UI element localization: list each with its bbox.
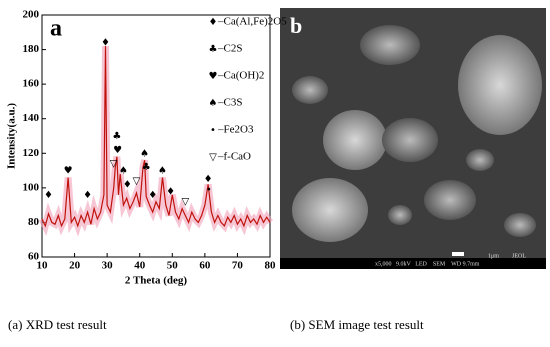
y-tick-label: 80	[28, 216, 40, 228]
y-tick-label: 200	[23, 9, 40, 21]
legend-symbol: •	[210, 125, 216, 136]
peak-marker: ▽	[110, 159, 118, 170]
x-axis-label: 2 Theta (deg)	[125, 275, 187, 287]
sem-image: b x5,000 9.0kV LED SEM WD 9.7mm 1μm JEOL	[280, 8, 546, 269]
peak-marker: ♥	[64, 166, 73, 177]
peak-marker: ▽	[133, 176, 141, 187]
particle	[292, 178, 368, 242]
y-tick-label: 180	[23, 43, 40, 55]
peak-marker: ♦	[101, 38, 110, 49]
peak-marker: ♦	[204, 174, 213, 185]
caption-prefix: (b)	[290, 317, 305, 332]
peak-marker: ▽	[181, 197, 189, 208]
particle	[292, 76, 328, 104]
peak-marker: •	[206, 185, 212, 196]
y-tick-label: 160	[23, 78, 40, 90]
x-tick-label: 70	[232, 260, 244, 272]
scale-label: 1μm	[488, 253, 499, 259]
legend-symbol: ♦	[209, 17, 218, 28]
legend-label: –f-CaO	[217, 151, 251, 163]
scale-bar	[452, 252, 464, 256]
maker-label: JEOL	[512, 253, 526, 259]
legend-label: –Ca(Al,Fe)2O5	[217, 16, 287, 28]
caption-prefix: (a)	[8, 317, 22, 332]
caption-text: SEM image test result	[305, 317, 424, 332]
peak-marker: ♦	[166, 186, 175, 197]
peak-marker: ♠	[119, 166, 128, 177]
caption: (a) XRD test result	[8, 317, 107, 332]
x-tick-label: 30	[102, 260, 114, 272]
particle	[323, 110, 387, 170]
x-tick-label: 80	[265, 260, 277, 272]
x-tick-label: 20	[69, 260, 81, 272]
legend-label: –Ca(OH)2	[217, 70, 264, 82]
legend-symbol: ♣	[209, 44, 218, 55]
legend-label: –C3S	[217, 97, 242, 109]
legend-symbol: ♠	[209, 98, 218, 109]
xrd-chart: 60 80 100 120 140 160 180 200 10 20 30 40 50 60 70 80 2 …	[6, 9, 288, 287]
sem-info: x5,000 9.0kV LED SEM WD 9.7mm	[375, 261, 480, 267]
y-tick-label: 100	[23, 181, 40, 193]
plot-frame	[41, 14, 271, 258]
xrd-line	[41, 46, 271, 228]
peak-marker: ♦	[123, 179, 132, 190]
y-tick-label: 120	[23, 147, 40, 159]
legend-label: –Fe2O3	[217, 124, 254, 136]
peak-marker: ♦	[83, 190, 92, 201]
peak-marker: ♠	[158, 166, 167, 177]
x-tick-label: 50	[167, 260, 179, 272]
y-tick-label: 140	[23, 112, 40, 124]
sem-info-bar	[280, 258, 546, 269]
peak-marker: ♦	[44, 190, 53, 201]
x-tick-label: 40	[134, 260, 146, 272]
particle	[504, 213, 536, 237]
particle	[360, 25, 420, 65]
particle	[388, 205, 412, 225]
panel-label: a	[50, 16, 62, 42]
peak-marker: ♣	[142, 162, 151, 173]
x-tick-label: 60	[199, 260, 211, 272]
caption-text: XRD test result	[22, 317, 107, 332]
peak-marker: ♥	[113, 145, 122, 156]
legend-symbol: ♥	[209, 71, 218, 82]
x-tick-label: 10	[37, 260, 49, 272]
panel-label: b	[290, 13, 302, 38]
peak-marker: ♦	[148, 190, 157, 201]
y-axis-label: Intensity(a.u.)	[6, 103, 18, 169]
peak-marker: ♣	[112, 131, 121, 142]
particle	[382, 118, 438, 162]
legend-symbol: ▽	[209, 152, 217, 163]
particle	[458, 35, 542, 135]
caption: (b) SEM image test result	[290, 317, 424, 332]
legend-label: –C2S	[217, 43, 242, 55]
particle	[424, 180, 476, 220]
peak-marker: ♠	[140, 148, 149, 159]
y-tick-label: 60	[28, 251, 40, 263]
particle	[466, 149, 494, 171]
